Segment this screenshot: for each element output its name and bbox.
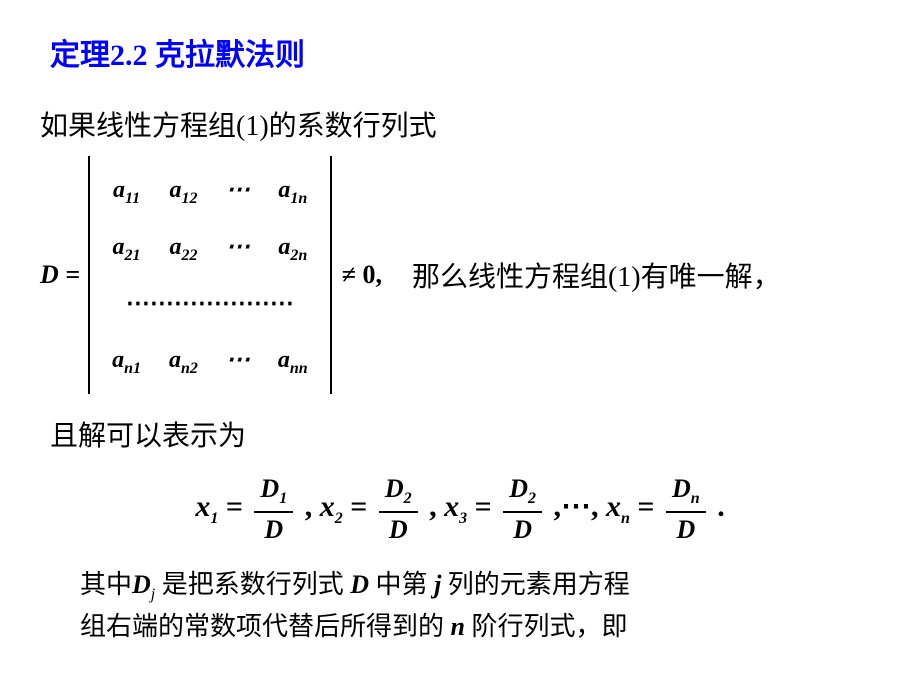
solution-formula: x1 = D1 D , x2 = D2 D , x3 = D2 D ,⋯, xn… [40,474,880,544]
intro-text: 如果线性方程组(1)的系数行列式 [40,104,880,144]
det-matrix: a11 a12 ⋯ a1n a21 a22 ⋯ a2n ⋯⋯⋯⋯⋯⋯⋯ [90,156,330,394]
determinant-expression: D = a11 a12 ⋯ a1n a21 a22 ⋯ a2n [40,156,412,394]
frac-2: D2 D [379,474,418,544]
footer-explanation: 其中Dj 是把系数行列式 D 中第 j 列的元素用方程 组右端的常数项代替后所得… [80,565,880,646]
matrix-row-n: an1 an2 ⋯ ann [98,332,322,389]
slide: 定理2.2 克拉默法则 如果线性方程组(1)的系数行列式 D = a11 a12… [0,0,920,690]
determinant-row: D = a11 a12 ⋯ a1n a21 a22 ⋯ a2n [40,156,880,394]
matrix-row-dots: ⋯⋯⋯⋯⋯⋯⋯ [98,276,322,332]
det-bar-right [330,156,332,394]
matrix-table: a11 a12 ⋯ a1n a21 a22 ⋯ a2n ⋯⋯⋯⋯⋯⋯⋯ [98,162,322,388]
frac-1: D1 D [254,474,293,544]
matrix-row-2: a21 a22 ⋯ a2n [98,219,322,276]
unique-solution-text: 那么线性方程组(1)有唯一解， [412,255,781,295]
det-neq: ≠ 0, [342,260,382,290]
frac-3: D2 D [503,474,542,544]
det-lhs: D = [40,260,80,290]
theorem-title: 定理2.2 克拉默法则 [50,30,880,74]
frac-n: Dn D [666,474,706,544]
matrix-row-1: a11 a12 ⋯ a1n [98,162,322,219]
mid-text: 且解可以表示为 [50,414,880,454]
